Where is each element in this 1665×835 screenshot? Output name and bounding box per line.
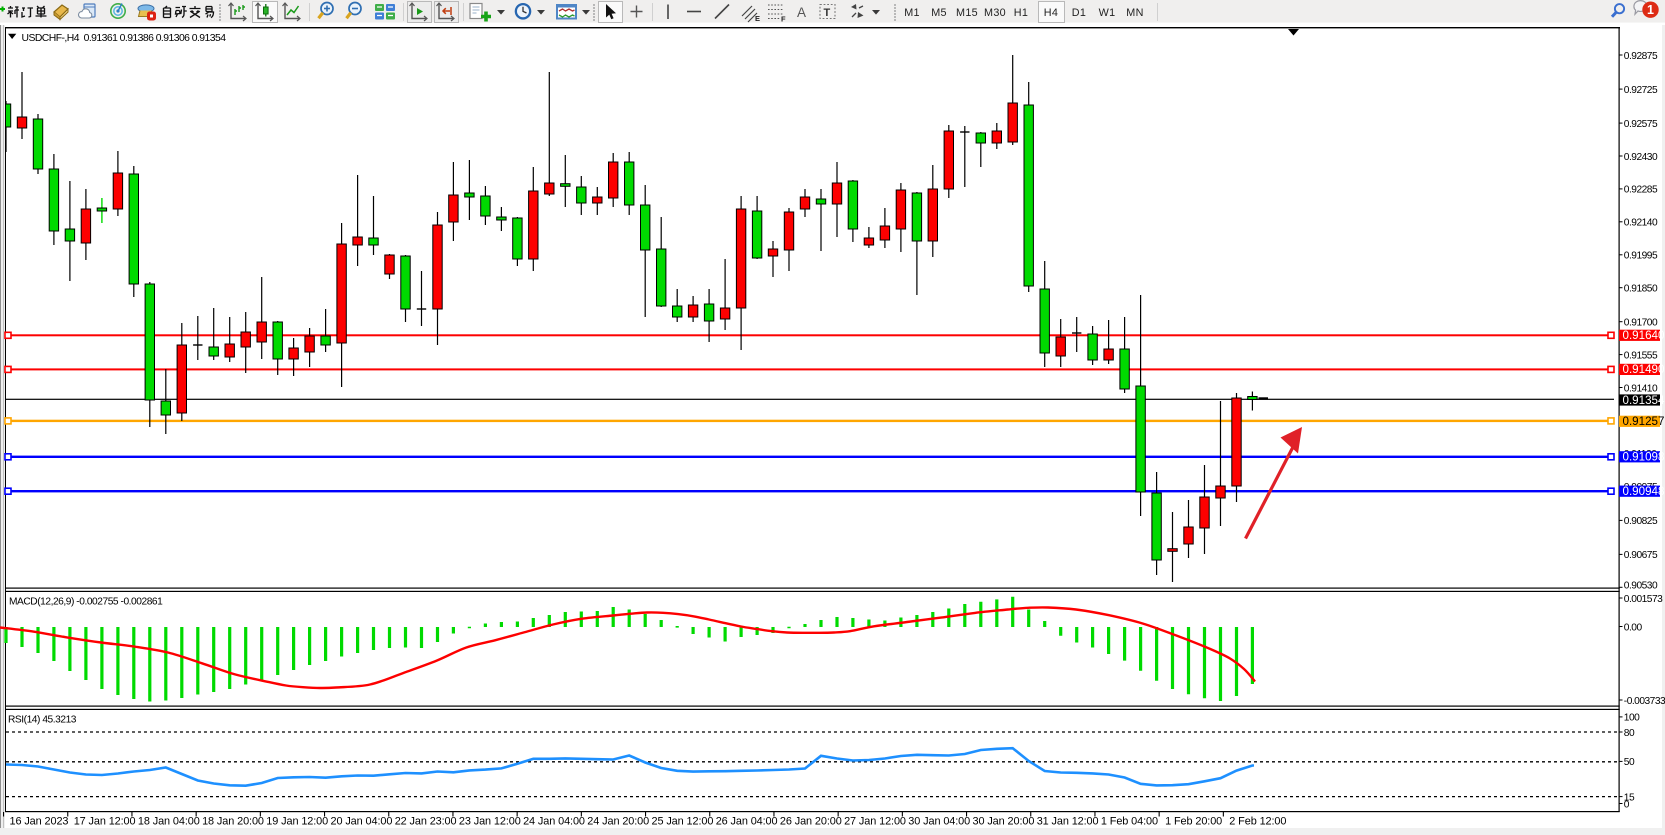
svg-text:27 Jan 12:00: 27 Jan 12:00 — [844, 816, 906, 828]
svg-text:0.91354: 0.91354 — [1623, 394, 1665, 407]
svg-text:M1: M1 — [904, 7, 920, 19]
svg-text:0.92575: 0.92575 — [1624, 119, 1658, 130]
svg-text:100: 100 — [1624, 713, 1640, 724]
svg-text:0.001573: 0.001573 — [1624, 594, 1663, 605]
svg-text:0: 0 — [1624, 799, 1630, 810]
svg-text:24 Jan 04:00: 24 Jan 04:00 — [523, 816, 585, 828]
svg-text:31 Jan 12:00: 31 Jan 12:00 — [1037, 816, 1099, 828]
svg-text:22 Jan 23:00: 22 Jan 23:00 — [395, 816, 457, 828]
svg-text:0.90825: 0.90825 — [1624, 516, 1658, 527]
svg-text:H4: H4 — [1044, 7, 1058, 19]
svg-text:1 Feb 20:00: 1 Feb 20:00 — [1165, 816, 1222, 828]
svg-text:26 Jan 20:00: 26 Jan 20:00 — [780, 816, 842, 828]
svg-text:0.92725: 0.92725 — [1624, 85, 1658, 96]
svg-text:2 Feb 12:00: 2 Feb 12:00 — [1229, 816, 1286, 828]
svg-text:24 Jan 20:00: 24 Jan 20:00 — [587, 816, 649, 828]
svg-text:A: A — [797, 5, 806, 20]
svg-text:0.90948: 0.90948 — [1623, 485, 1665, 498]
svg-text:W1: W1 — [1099, 7, 1116, 19]
svg-text:16 Jan 2023: 16 Jan 2023 — [10, 816, 69, 828]
svg-text:D1: D1 — [1072, 7, 1086, 19]
svg-text:50: 50 — [1624, 757, 1635, 768]
svg-text:0.92430: 0.92430 — [1624, 152, 1658, 163]
svg-text:30 Jan 04:00: 30 Jan 04:00 — [908, 816, 970, 828]
svg-text:15: 15 — [1624, 792, 1635, 803]
svg-text:E: E — [755, 14, 760, 23]
svg-text:0.91098: 0.91098 — [1623, 451, 1665, 464]
svg-text:17 Jan 12:00: 17 Jan 12:00 — [74, 816, 136, 828]
svg-text:T: T — [824, 7, 831, 19]
svg-text:23 Jan 12:00: 23 Jan 12:00 — [459, 816, 521, 828]
svg-text:M30: M30 — [984, 7, 1006, 19]
svg-text:80: 80 — [1624, 728, 1635, 739]
svg-text:0.91700: 0.91700 — [1624, 318, 1658, 329]
svg-text:0.90675: 0.90675 — [1624, 550, 1658, 561]
svg-text:26 Jan 04:00: 26 Jan 04:00 — [716, 816, 778, 828]
svg-text:18 Jan 04:00: 18 Jan 04:00 — [138, 816, 200, 828]
svg-text:MN: MN — [1126, 7, 1143, 19]
svg-text:0.92875: 0.92875 — [1624, 51, 1658, 62]
svg-text:20 Jan 04:00: 20 Jan 04:00 — [331, 816, 393, 828]
svg-text:USDCHF-,H4 0.91361 0.91386 0.: USDCHF-,H4 0.91361 0.91386 0.91306 0.913… — [22, 33, 227, 44]
svg-text:0.91640: 0.91640 — [1623, 329, 1665, 342]
svg-text:1 Feb 04:00: 1 Feb 04:00 — [1101, 816, 1158, 828]
svg-text:H1: H1 — [1014, 7, 1028, 19]
svg-text:25 Jan 12:00: 25 Jan 12:00 — [652, 816, 714, 828]
svg-text:0.91410: 0.91410 — [1624, 383, 1658, 394]
svg-text:0.91850: 0.91850 — [1624, 284, 1658, 295]
svg-text:18 Jan 20:00: 18 Jan 20:00 — [202, 816, 264, 828]
svg-text:0.92140: 0.92140 — [1624, 218, 1658, 229]
svg-text:0.91257: 0.91257 — [1623, 415, 1665, 428]
svg-text:0.91490: 0.91490 — [1623, 363, 1665, 376]
svg-text:F: F — [781, 15, 786, 24]
svg-text:-0.003733: -0.003733 — [1624, 696, 1665, 707]
svg-text:M5: M5 — [931, 7, 947, 19]
svg-text:0.90530: 0.90530 — [1624, 580, 1658, 591]
svg-text:0.92285: 0.92285 — [1624, 185, 1658, 196]
svg-text:1: 1 — [1647, 3, 1654, 17]
svg-text:M15: M15 — [956, 7, 978, 19]
svg-text:RSI(14) 45.3213: RSI(14) 45.3213 — [8, 715, 77, 726]
svg-text:19 Jan 12:00: 19 Jan 12:00 — [266, 816, 328, 828]
svg-text:0.91995: 0.91995 — [1624, 251, 1658, 262]
svg-text:MACD(12,26,9) -0.002755 -0.002: MACD(12,26,9) -0.002755 -0.002861 — [9, 597, 163, 608]
svg-text:0.00: 0.00 — [1624, 622, 1643, 633]
svg-text:30 Jan 20:00: 30 Jan 20:00 — [973, 816, 1035, 828]
svg-text:0.91555: 0.91555 — [1624, 350, 1658, 361]
